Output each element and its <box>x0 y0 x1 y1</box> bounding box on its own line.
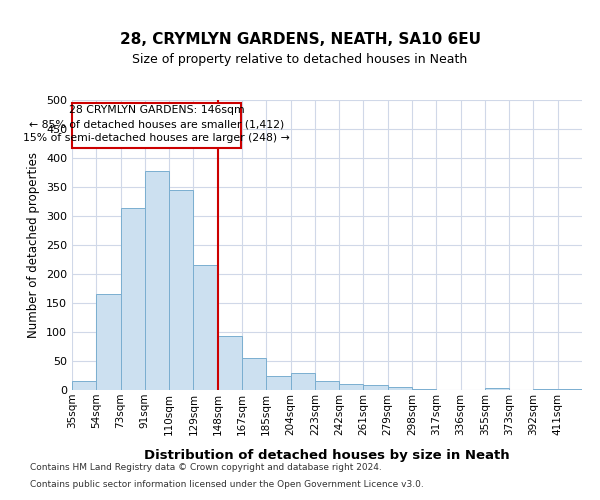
Text: Contains HM Land Registry data © Crown copyright and database right 2024.: Contains HM Land Registry data © Crown c… <box>30 464 382 472</box>
Bar <box>96 294 121 390</box>
Bar <box>339 384 364 390</box>
Bar <box>485 388 509 390</box>
Bar <box>121 208 145 390</box>
Bar <box>364 386 388 390</box>
Bar <box>218 336 242 390</box>
Text: 28, CRYMLYN GARDENS, NEATH, SA10 6EU: 28, CRYMLYN GARDENS, NEATH, SA10 6EU <box>119 32 481 48</box>
Bar <box>72 380 96 390</box>
Bar <box>145 172 169 390</box>
Bar <box>388 387 412 390</box>
Bar <box>169 190 193 390</box>
Text: 28 CRYMLYN GARDENS: 146sqm
← 85% of detached houses are smaller (1,412)
15% of s: 28 CRYMLYN GARDENS: 146sqm ← 85% of deta… <box>23 105 290 143</box>
X-axis label: Distribution of detached houses by size in Neath: Distribution of detached houses by size … <box>144 449 510 462</box>
Text: Size of property relative to detached houses in Neath: Size of property relative to detached ho… <box>133 52 467 66</box>
Y-axis label: Number of detached properties: Number of detached properties <box>28 152 40 338</box>
Bar <box>290 373 315 390</box>
Bar <box>315 382 339 390</box>
Bar <box>412 389 436 390</box>
Text: Contains public sector information licensed under the Open Government Licence v3: Contains public sector information licen… <box>30 480 424 489</box>
Bar <box>242 358 266 390</box>
Bar <box>266 376 290 390</box>
Bar <box>72 103 241 148</box>
Bar <box>193 266 218 390</box>
